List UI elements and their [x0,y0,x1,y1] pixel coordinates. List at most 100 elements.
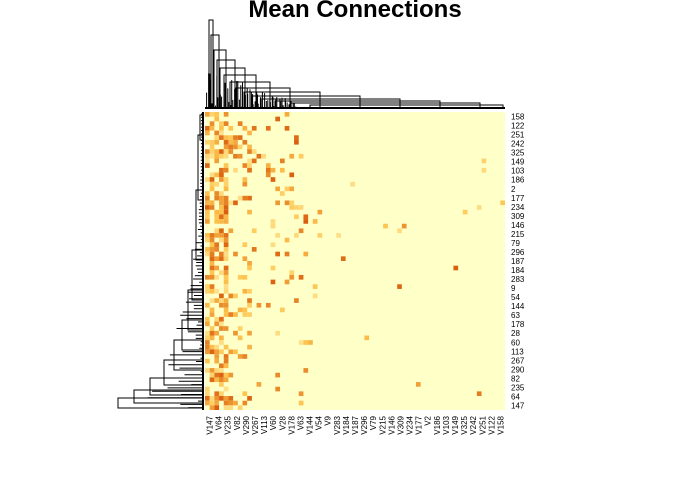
row-tick-label: 144 [511,302,525,311]
heatmap-cell [214,256,220,261]
heatmap-cell [223,233,229,238]
heatmap-cell [275,186,280,192]
heatmap-cell [298,340,304,345]
heatmap-cell [237,307,243,313]
heatmap-cell [219,200,224,206]
heatmap-cell [209,177,215,182]
left-dendrogram-branch [195,189,203,261]
heatmap-cell [209,261,215,266]
column-tick-label: V186 [433,415,442,434]
heatmap-cell [214,214,220,220]
row-tick-label: 113 [511,347,524,356]
heatmap-cell [214,265,220,271]
heatmap-cell [247,344,252,350]
heatmap-cell [237,195,243,201]
heatmap-cell [214,242,220,248]
heatmap-cell [219,363,224,369]
heatmap-cell [209,326,215,331]
heatmap-cell [214,274,220,280]
heatmap-cell [214,135,220,140]
heatmap-cell [209,284,215,289]
heatmap-cell [219,298,224,303]
heatmap-cell [233,251,238,257]
heatmap-cell [223,256,229,261]
column-labels: V147 V64 V235 V82 V290 V267 V113 V60 V28 V178 V63 V… [206,415,506,434]
left-dendrogram-branch [187,289,203,331]
heatmap-cell [214,349,220,355]
heatmap-cell [270,177,276,182]
heatmap-cell [214,354,220,359]
heatmap-cell [219,396,224,401]
heatmap-cell [242,242,248,248]
heatmap-cell [209,139,215,145]
row-tick-label: 290 [511,365,525,374]
row-tick-label: 149 [511,158,525,167]
heatmap-cell [205,191,210,196]
heatmap-cell [214,330,220,336]
column-tick-label: V290 [242,415,251,434]
heatmap-cell [209,256,215,261]
heatmap-cell [219,228,224,234]
heatmap-cell [223,167,229,173]
heatmap-cell [205,153,210,159]
row-tick-label: 103 [511,167,525,176]
heatmap-cell [233,139,238,145]
heatmap-cell [284,112,290,117]
heatmap-cell [294,298,299,303]
heatmap-cell [205,130,210,136]
column-tick-label: V146 [387,415,396,434]
heatmap-cell [205,349,210,355]
heatmap-cell [242,125,248,131]
heatmap-cell [280,158,285,164]
row-tick-label: 177 [511,194,525,203]
heatmap-cell [214,228,220,234]
heatmap-cell [205,358,210,364]
heatmap-cell [223,344,229,350]
column-tick-label: V103 [442,415,451,434]
heatmap-cell [209,368,215,373]
heatmap-cell [205,396,210,401]
heatmap-cells [205,112,505,410]
heatmap-cell [205,391,210,397]
heatmap-cell [205,205,210,210]
row-tick-label: 178 [511,320,525,329]
heatmap-cell [219,177,224,182]
column-tick-label: V283 [333,415,342,434]
heatmap-cell [209,270,215,275]
heatmap-cell [256,302,262,308]
heatmap-cell [289,186,295,192]
heatmap-cell [219,316,224,322]
heatmap-cell [397,284,402,289]
heatmap-cell [223,363,229,369]
heatmap-cell [247,158,252,164]
heatmap-cell [209,112,215,117]
heatmap-cell [214,130,220,136]
heatmap-cell [205,330,210,336]
heatmap-cell [209,125,215,131]
heatmap-cell [219,302,224,308]
row-tick-label: 54 [511,293,520,302]
heatmap-cell [237,326,243,331]
heatmap-cell [237,144,243,150]
heatmap-cell [223,302,229,308]
heatmap-cell [219,335,224,341]
heatmap-cell [289,274,295,280]
row-tick-label: 186 [511,176,525,185]
top-dendrogram [205,19,505,109]
row-labels: 1581222512423251491031862177234309146215… [511,113,525,411]
column-tick-label: V60 [269,415,278,430]
heatmap-cell [205,247,210,252]
heatmap-cell [242,139,248,145]
heatmap-cell [275,386,280,392]
top-dendrogram-branch [309,104,504,108]
heatmap-cell [223,386,229,392]
heatmap-cell [228,125,234,131]
heatmap-cell [219,130,224,136]
heatmap-cell [214,172,220,178]
heatmap-cell [233,153,238,159]
heatmap-cell [317,233,323,238]
top-dendrogram-branch [210,34,220,108]
heatmap-cell [209,144,215,150]
heatmap-cell [209,149,215,154]
